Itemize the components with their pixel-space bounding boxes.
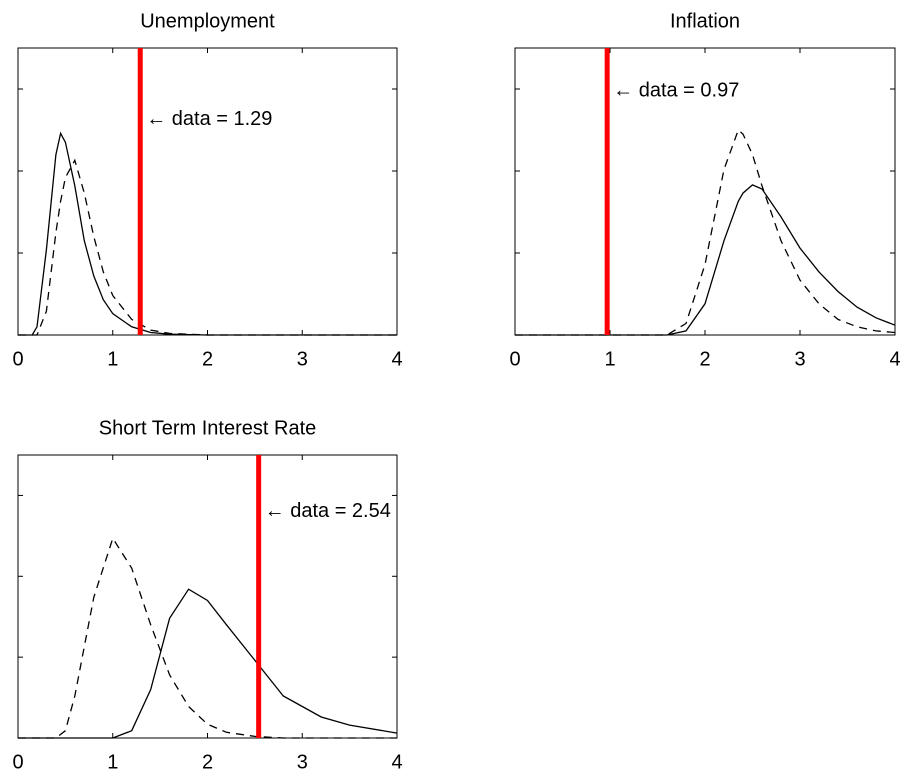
x-tick-label: 2 [202,751,213,773]
x-tick-label: 4 [889,348,900,370]
x-tick-label: 4 [391,348,402,370]
plot-frame [17,47,398,336]
density-line [18,131,397,336]
density-line [18,158,397,336]
x-tick-label: 0 [509,348,520,370]
density-line [18,536,397,739]
x-tick-label: 4 [391,751,402,773]
x-tick-label: 1 [604,348,615,370]
x-tick-label: 0 [12,751,23,773]
chart-title: Short Term Interest Rate [99,417,317,439]
x-tick-label: 3 [794,348,805,370]
chart-title: Inflation [670,10,740,32]
annotation: ← data = 2.54 [265,500,391,522]
annotation: ← data = 1.29 [146,108,272,130]
x-tick-label: 2 [202,348,213,370]
x-tick-label: 0 [12,348,23,370]
x-tick-label: 2 [699,348,710,370]
x-tick-label: 1 [107,348,118,370]
x-tick-label: 1 [107,751,118,773]
x-tick-label: 3 [297,751,308,773]
chart-title: Unemployment [140,10,275,32]
x-tick-label: 3 [297,348,308,370]
density-line [18,588,398,739]
annotation: ← data = 0.97 [613,79,739,101]
density-line [515,184,896,336]
